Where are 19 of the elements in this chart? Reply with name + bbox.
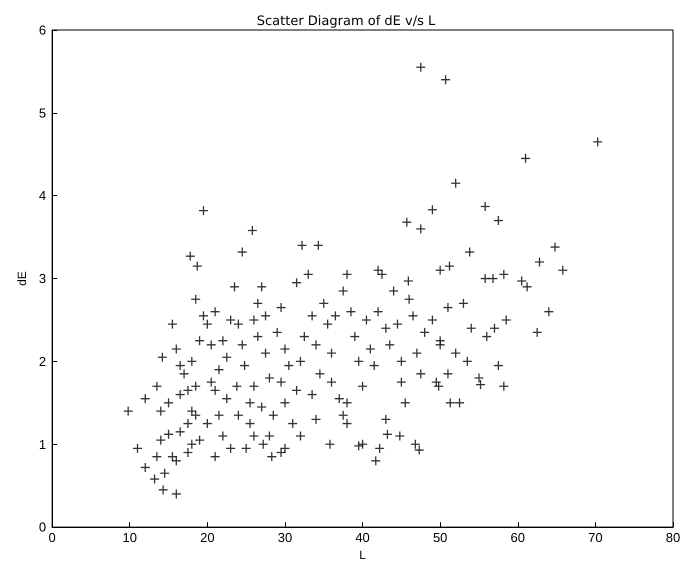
x-tick-label: 10 <box>122 530 137 546</box>
y-tick-label: 6 <box>38 22 46 38</box>
x-tick-label: 50 <box>432 530 448 546</box>
y-tick-label: 5 <box>38 105 46 120</box>
x-tick-label: 80 <box>666 530 680 546</box>
y-tick-label: 1 <box>38 436 46 452</box>
chart-title: Scatter Diagram of dE v/s L <box>256 14 436 29</box>
x-tick-label: 30 <box>278 530 292 546</box>
x-tick-label: 40 <box>355 530 370 546</box>
y-tick-label: 0 <box>38 520 46 535</box>
y-tick-label: 2 <box>38 354 46 369</box>
x-tick-label: 20 <box>200 530 215 546</box>
y-tick-label: 3 <box>38 271 46 286</box>
y-axis-title: dE <box>15 271 29 286</box>
x-axis-title: L <box>359 548 366 562</box>
x-tick-label: 0 <box>48 530 56 546</box>
x-tick-label: 70 <box>588 530 603 546</box>
x-tick-label: 60 <box>510 530 526 546</box>
y-tick-label: 4 <box>38 188 46 204</box>
